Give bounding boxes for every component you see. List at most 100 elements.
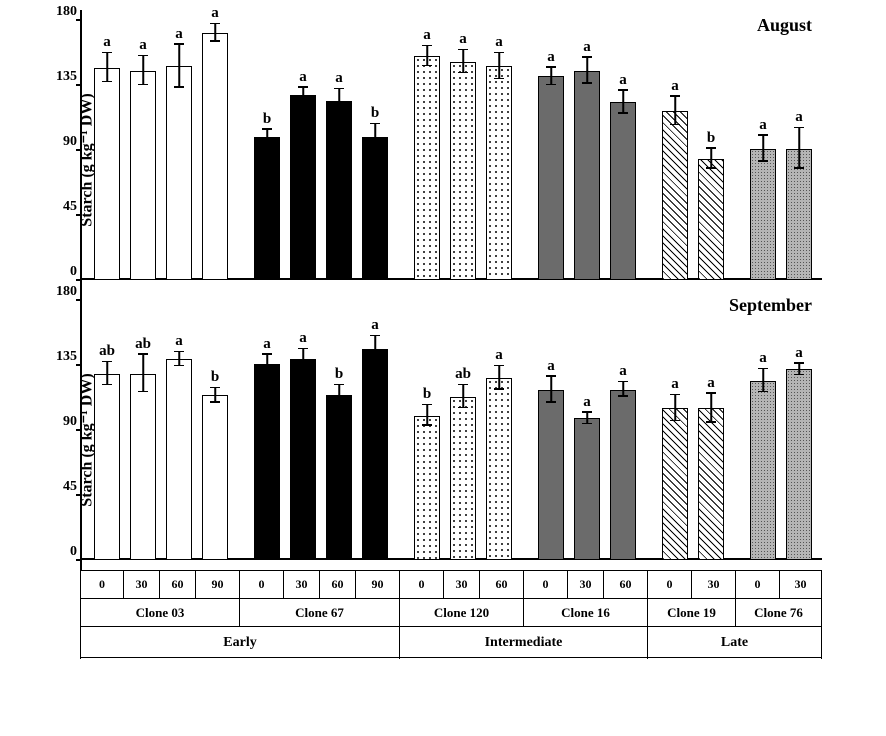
y-tick-mark xyxy=(76,19,82,21)
error-cap xyxy=(494,78,504,80)
x-row-clones: Clone 03Clone 67Clone 120Clone 16Clone 1… xyxy=(80,598,822,626)
significance-label: ab xyxy=(130,336,156,353)
bar xyxy=(538,76,564,280)
panel-september: September 04590135180abababaabababaaaaaa… xyxy=(80,290,822,570)
significance-label: a xyxy=(662,78,688,95)
x-cell-treatment: 30 xyxy=(691,571,735,598)
significance-label: a xyxy=(94,34,120,51)
error-cap xyxy=(298,368,308,370)
x-cell-group: Late xyxy=(647,627,822,659)
error-bar xyxy=(674,97,676,126)
error-cap xyxy=(582,56,592,58)
error-cap xyxy=(138,84,148,86)
error-bar xyxy=(106,53,108,82)
bar xyxy=(414,416,440,560)
significance-label: a xyxy=(610,363,636,380)
significance-label: a xyxy=(610,72,636,89)
bar xyxy=(662,111,688,280)
x-cell-clone: Clone 16 xyxy=(523,599,647,626)
x-cell-treatment: 0 xyxy=(735,571,779,598)
significance-label: a xyxy=(486,34,512,51)
significance-label: b xyxy=(362,105,388,122)
error-cap xyxy=(262,353,272,355)
bar xyxy=(486,378,512,560)
y-tick-mark xyxy=(76,299,82,301)
error-cap xyxy=(794,167,804,169)
x-row-treatments: 030609003060900306003060030030 xyxy=(80,570,822,598)
significance-label: a xyxy=(538,49,564,66)
significance-label: a xyxy=(574,394,600,411)
error-bar xyxy=(550,68,552,85)
x-cell-treatment: 0 xyxy=(647,571,691,598)
error-cap xyxy=(210,387,220,389)
bar xyxy=(94,68,120,280)
error-bar xyxy=(142,56,144,85)
bar xyxy=(750,381,776,560)
significance-label: a xyxy=(362,317,388,334)
error-cap xyxy=(670,420,680,422)
bar xyxy=(254,364,280,560)
error-cap xyxy=(546,375,556,377)
error-cap xyxy=(494,365,504,367)
significance-label: a xyxy=(166,26,192,43)
bar xyxy=(362,137,388,280)
y-tick-label: 135 xyxy=(42,69,77,85)
error-bar xyxy=(106,362,108,385)
significance-label: b xyxy=(254,111,280,128)
x-cell-group: Early xyxy=(80,627,399,659)
error-bar xyxy=(674,395,676,421)
error-bar xyxy=(762,369,764,392)
x-cell-treatment: 30 xyxy=(443,571,479,598)
x-row-groups: EarlyIntermediateLate xyxy=(80,626,822,658)
x-cell-treatment: 60 xyxy=(319,571,355,598)
error-cap xyxy=(174,43,184,45)
x-cell-treatment: 60 xyxy=(603,571,647,598)
error-cap xyxy=(758,368,768,370)
significance-label: a xyxy=(414,27,440,44)
error-cap xyxy=(758,391,768,393)
error-cap xyxy=(618,395,628,397)
chart-container: Starch (g kg⁻¹ DW) August 04590135180aaa… xyxy=(10,10,876,658)
error-cap xyxy=(618,112,628,114)
error-cap xyxy=(102,361,112,363)
significance-label: a xyxy=(450,31,476,48)
y-tick-label: 45 xyxy=(42,199,77,215)
error-cap xyxy=(422,424,432,426)
error-bar xyxy=(302,349,304,369)
error-cap xyxy=(370,123,380,125)
bar xyxy=(786,369,812,560)
error-cap xyxy=(794,362,804,364)
bar xyxy=(610,390,636,560)
error-cap xyxy=(298,101,308,103)
error-cap xyxy=(670,394,680,396)
significance-label: a xyxy=(698,375,724,392)
x-cell-treatment: 30 xyxy=(283,571,319,598)
bar xyxy=(362,349,388,560)
error-bar xyxy=(374,336,376,362)
significance-label: b xyxy=(326,366,352,383)
error-cap xyxy=(422,65,432,67)
bar xyxy=(326,101,352,280)
y-tick-mark xyxy=(76,149,82,151)
bar xyxy=(450,62,476,280)
error-cap xyxy=(334,404,344,406)
error-bar xyxy=(798,128,800,168)
error-bar xyxy=(426,46,428,66)
y-tick-label: 45 xyxy=(42,479,77,495)
error-cap xyxy=(210,401,220,403)
significance-label: a xyxy=(202,5,228,22)
y-tick-label: 90 xyxy=(42,134,77,150)
error-cap xyxy=(706,147,716,149)
y-tick-mark xyxy=(76,364,82,366)
bar xyxy=(166,66,192,280)
bar xyxy=(290,359,316,560)
significance-label: a xyxy=(662,376,688,393)
panel-title-september: September xyxy=(729,295,812,316)
error-cap xyxy=(458,407,468,409)
error-cap xyxy=(458,72,468,74)
error-cap xyxy=(618,381,628,383)
error-cap xyxy=(262,371,272,373)
error-cap xyxy=(706,167,716,169)
error-cap xyxy=(422,404,432,406)
error-cap xyxy=(494,52,504,54)
